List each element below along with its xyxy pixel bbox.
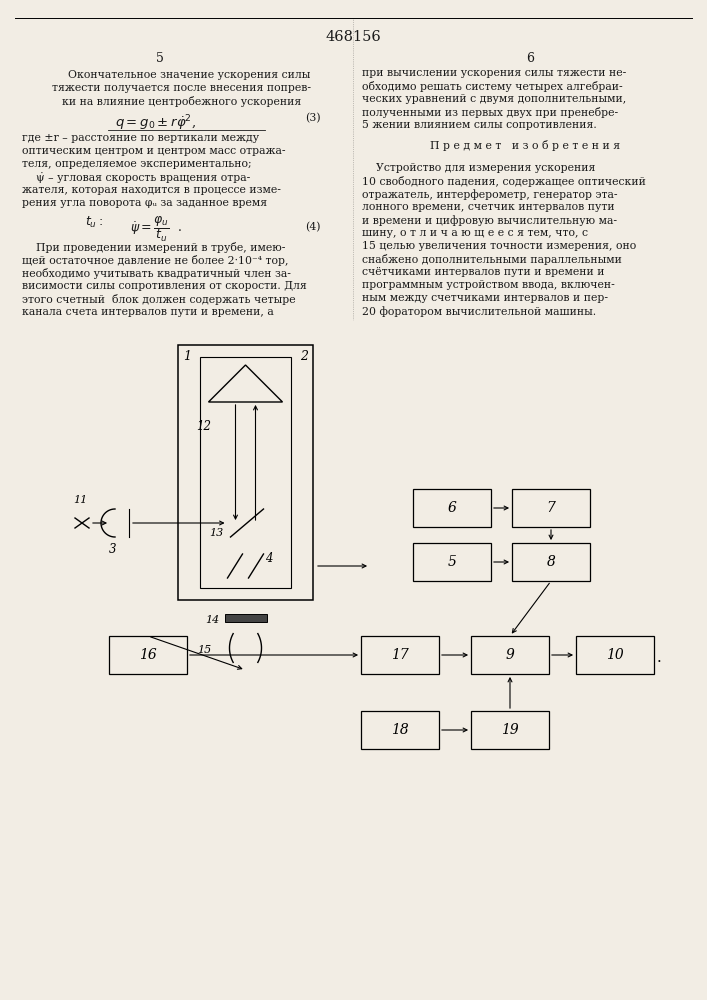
Bar bbox=[200, 357, 291, 588]
Text: висимости силы сопротивления от скорости. Для: висимости силы сопротивления от скорости… bbox=[22, 281, 307, 291]
Bar bbox=[576, 636, 654, 674]
Bar bbox=[178, 345, 313, 600]
Text: 17: 17 bbox=[391, 648, 409, 662]
Text: полученными из первых двух при пренебре-: полученными из первых двух при пренебре- bbox=[362, 107, 618, 118]
Text: При проведении измерений в трубе, имею-: При проведении измерений в трубе, имею- bbox=[22, 242, 286, 253]
Text: 10 свободного падения, содержащее оптический: 10 свободного падения, содержащее оптиче… bbox=[362, 176, 646, 187]
Text: .: . bbox=[657, 651, 662, 665]
Text: 7: 7 bbox=[547, 501, 556, 515]
Text: ческих уравнений с двумя дополнительными,: ческих уравнений с двумя дополнительными… bbox=[362, 94, 626, 104]
Text: 14: 14 bbox=[205, 615, 219, 625]
Text: 8: 8 bbox=[547, 555, 556, 569]
Text: 15 целью увеличения точности измерения, оно: 15 целью увеличения точности измерения, … bbox=[362, 241, 636, 251]
Text: оптическим центром и центром масс отража-: оптическим центром и центром масс отража… bbox=[22, 146, 286, 156]
Text: рения угла поворота φᵤ за заданное время: рения угла поворота φᵤ за заданное время bbox=[22, 198, 267, 208]
Text: 4: 4 bbox=[266, 552, 273, 564]
Text: снабжено дополнительными параллельными: снабжено дополнительными параллельными bbox=[362, 254, 622, 265]
Text: 5: 5 bbox=[156, 52, 164, 65]
Text: 2: 2 bbox=[300, 350, 308, 363]
Text: 15: 15 bbox=[197, 645, 211, 655]
Text: 3: 3 bbox=[110, 543, 117, 556]
Bar bbox=[225, 614, 267, 622]
Text: теля, определяемое экспериментально;: теля, определяемое экспериментально; bbox=[22, 159, 252, 169]
Text: 10: 10 bbox=[606, 648, 624, 662]
Text: 13: 13 bbox=[209, 528, 223, 538]
Text: щей остаточное давление не более 2·10⁻⁴ тор,: щей остаточное давление не более 2·10⁻⁴ … bbox=[22, 255, 288, 266]
Text: отражатель, интерферометр, генератор эта-: отражатель, интерферометр, генератор эта… bbox=[362, 189, 617, 200]
Bar bbox=[512, 489, 590, 527]
Text: 5: 5 bbox=[448, 555, 457, 569]
Text: Устройство для измерения ускорения: Устройство для измерения ускорения bbox=[362, 163, 595, 173]
Text: $t_u:$: $t_u:$ bbox=[85, 215, 103, 230]
Text: этого счетный  блок должен содержать четыре: этого счетный блок должен содержать четы… bbox=[22, 294, 296, 305]
Text: $q = g_0 \pm r\dot{\varphi}^2$,: $q = g_0 \pm r\dot{\varphi}^2$, bbox=[115, 113, 196, 133]
Text: ки на влияние центробежного ускорения: ки на влияние центробежного ускорения bbox=[62, 96, 302, 107]
Bar bbox=[512, 543, 590, 581]
Text: при вычислении ускорения силы тяжести не-: при вычислении ускорения силы тяжести не… bbox=[362, 68, 626, 78]
Text: лонного времени, счетчик интервалов пути: лонного времени, счетчик интервалов пути bbox=[362, 202, 614, 212]
Text: 11: 11 bbox=[73, 495, 87, 505]
Text: 468156: 468156 bbox=[325, 30, 381, 44]
Text: ψ̇ – угловая скорость вращения отра-: ψ̇ – угловая скорость вращения отра- bbox=[22, 172, 250, 183]
Text: 6: 6 bbox=[526, 52, 534, 65]
Text: счётчиками интервалов пути и времени и: счётчиками интервалов пути и времени и bbox=[362, 267, 604, 277]
Text: 12: 12 bbox=[196, 420, 211, 433]
Text: П р е д м е т   и з о б р е т е н и я: П р е д м е т и з о б р е т е н и я bbox=[430, 140, 620, 151]
Text: ным между счетчиками интервалов и пер-: ным между счетчиками интервалов и пер- bbox=[362, 293, 608, 303]
Text: 9: 9 bbox=[506, 648, 515, 662]
Text: жателя, которая находится в процессе изме-: жателя, которая находится в процессе изм… bbox=[22, 185, 281, 195]
Text: 18: 18 bbox=[391, 723, 409, 737]
Text: (4): (4) bbox=[305, 222, 320, 232]
Text: 20 форатором вычислительной машины.: 20 форатором вычислительной машины. bbox=[362, 306, 596, 317]
Text: обходимо решать систему четырех алгебраи-: обходимо решать систему четырех алгебраи… bbox=[362, 81, 623, 92]
Text: 16: 16 bbox=[139, 648, 157, 662]
Text: канала счета интервалов пути и времени, а: канала счета интервалов пути и времени, … bbox=[22, 307, 274, 317]
Bar bbox=[361, 711, 439, 749]
Bar bbox=[413, 543, 491, 581]
Bar bbox=[109, 636, 187, 674]
Text: 6: 6 bbox=[448, 501, 457, 515]
Text: программным устройством ввода, включен-: программным устройством ввода, включен- bbox=[362, 280, 615, 290]
Text: необходимо учитывать квадратичный член за-: необходимо учитывать квадратичный член з… bbox=[22, 268, 291, 279]
Bar bbox=[471, 711, 549, 749]
Text: где ±r – расстояние по вертикали между: где ±r – расстояние по вертикали между bbox=[22, 133, 259, 143]
Text: Окончательное значение ускорения силы: Окончательное значение ускорения силы bbox=[54, 70, 310, 80]
Text: 19: 19 bbox=[501, 723, 519, 737]
Text: и времени и цифровую вычислительную ма-: и времени и цифровую вычислительную ма- bbox=[362, 215, 617, 226]
Text: $\dot{\psi} = \dfrac{\varphi_u}{t_u}$  .: $\dot{\psi} = \dfrac{\varphi_u}{t_u}$ . bbox=[130, 215, 182, 244]
Text: (3): (3) bbox=[305, 113, 321, 123]
Text: тяжести получается после внесения попрев-: тяжести получается после внесения попрев… bbox=[52, 83, 312, 93]
Text: 1: 1 bbox=[183, 350, 191, 363]
Bar bbox=[471, 636, 549, 674]
Bar bbox=[361, 636, 439, 674]
Text: 5 жении влиянием силы сопротивления.: 5 жении влиянием силы сопротивления. bbox=[362, 120, 597, 130]
Bar bbox=[413, 489, 491, 527]
Text: шину, о т л и ч а ю щ е е с я тем, что, с: шину, о т л и ч а ю щ е е с я тем, что, … bbox=[362, 228, 588, 238]
